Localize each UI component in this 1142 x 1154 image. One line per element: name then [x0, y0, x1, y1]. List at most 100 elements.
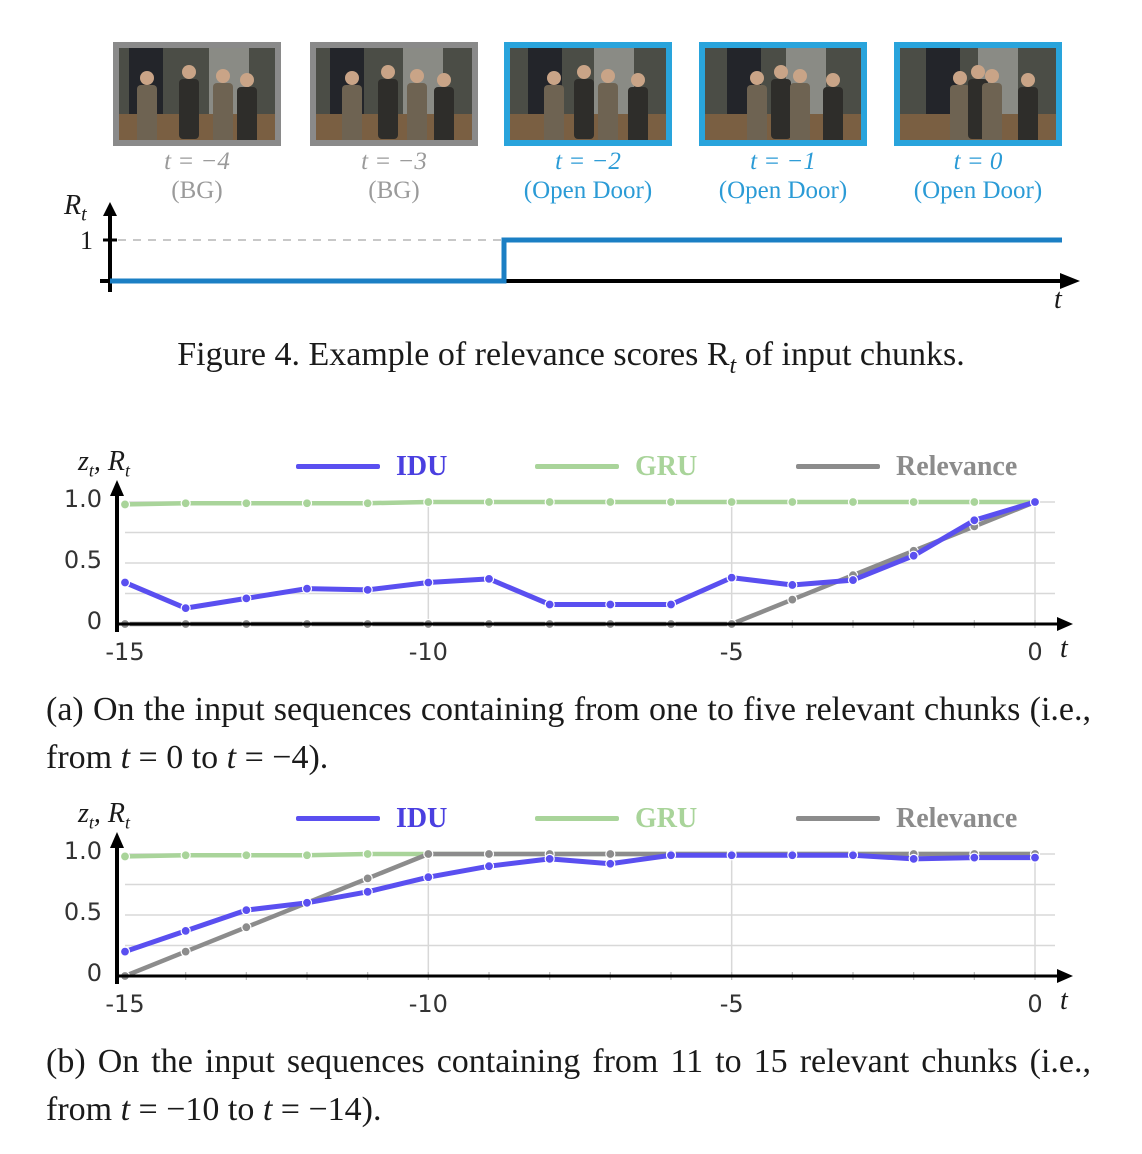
frame-time: t = −1	[750, 148, 816, 175]
frame-time-label-1: t = −3 (BG)	[294, 147, 494, 205]
legend-swatch	[296, 816, 380, 821]
caption-part: t	[262, 1091, 273, 1128]
point-relevance	[483, 848, 495, 860]
legend-swatch	[796, 816, 880, 821]
point-gru	[787, 496, 798, 508]
frame-time-label-4: t = 0 (Open Door)	[878, 147, 1078, 205]
point-idu	[180, 603, 191, 614]
point-idu	[241, 593, 252, 604]
caption-part: t	[120, 739, 131, 776]
point-idu	[362, 584, 373, 595]
point-idu	[847, 574, 859, 586]
legend-item-relevance: Relevance	[796, 803, 1116, 834]
frame-thumbnail	[316, 48, 472, 140]
point-gru	[301, 850, 313, 861]
point-idu	[787, 579, 798, 591]
point-idu	[362, 886, 373, 897]
fig4-x-axis-label: t	[1054, 284, 1062, 315]
point-idu	[423, 577, 434, 588]
y-tick-label: 1.0	[63, 485, 102, 513]
legend-item-gru: GRU	[535, 451, 855, 482]
point-gru	[726, 496, 737, 508]
frame-time-label-3: t = −1 (Open Door)	[683, 147, 883, 205]
legend-label: Relevance	[896, 803, 1018, 834]
caption-part: = −4).	[236, 739, 329, 776]
series-line-idu	[122, 852, 1038, 955]
legend-swatch	[796, 464, 880, 469]
point-idu	[544, 599, 555, 610]
x-axis-arrowhead	[1057, 617, 1073, 631]
point-idu	[544, 853, 555, 864]
point-idu	[180, 925, 191, 936]
point-idu	[483, 573, 495, 584]
y-axis-arrowhead	[110, 480, 124, 496]
caption-part: = 0 to	[130, 739, 227, 776]
legend-item-idu: IDU	[296, 451, 616, 482]
panel-b-x-axis-label: t	[1060, 985, 1068, 1016]
frame-time: t = −3	[361, 148, 427, 175]
point-gru	[241, 850, 252, 861]
point-gru	[180, 498, 191, 509]
frame-class: (Open Door)	[523, 177, 653, 204]
legend-swatch	[535, 464, 619, 469]
y-tick-label: 0.5	[63, 898, 102, 926]
panel-b-caption: (b) On the input sequences containing fr…	[46, 1038, 1091, 1134]
point-idu	[483, 861, 495, 872]
office-scene-image	[705, 48, 861, 140]
x-tick-label: -15	[105, 638, 145, 666]
legend-item-idu: IDU	[296, 803, 616, 834]
series-line-idu	[122, 499, 1038, 611]
point-idu	[969, 515, 980, 526]
legend-label: IDU	[396, 451, 448, 482]
point-gru	[969, 496, 980, 508]
frame-time: t = −4	[164, 148, 230, 175]
video-frame-4	[894, 42, 1062, 146]
caption-part: t	[120, 1091, 131, 1128]
office-scene-image	[316, 48, 472, 140]
point-gru	[362, 848, 373, 860]
x-tick-label: 0	[1027, 990, 1043, 1018]
x-tick-label: -5	[719, 990, 744, 1018]
office-scene-image	[119, 48, 275, 140]
point-gru	[847, 496, 859, 508]
x-axis-arrowhead	[1057, 969, 1073, 983]
office-scene-image	[510, 48, 666, 140]
frame-thumbnail	[900, 48, 1056, 140]
relevance-step-line	[110, 237, 1062, 284]
x-tick-label: -5	[719, 638, 744, 666]
point-relevance	[423, 848, 434, 860]
point-idu	[726, 850, 737, 861]
y-axis-arrowhead	[103, 202, 117, 216]
point-idu	[605, 858, 616, 869]
frame-time-label-0: t = −4 (BG)	[97, 147, 297, 205]
figure-4-caption: Figure 4. Example of relevance scores Rt…	[177, 336, 965, 379]
legend-item-gru: GRU	[535, 803, 855, 834]
point-idu	[119, 577, 131, 588]
point-idu	[119, 946, 131, 957]
office-scene-image	[900, 48, 1056, 140]
y-tick-label: 1.0	[63, 837, 102, 865]
point-idu	[423, 872, 434, 883]
frame-thumbnail	[510, 48, 666, 140]
legend-item-relevance: Relevance	[796, 451, 1116, 482]
video-frame-1	[310, 42, 478, 146]
video-frame-3	[699, 42, 867, 146]
frame-class: (Open Door)	[913, 177, 1043, 204]
point-gru	[301, 498, 313, 509]
point-gru	[241, 498, 252, 509]
point-idu	[726, 572, 737, 583]
point-gru	[119, 851, 131, 862]
frame-class: (BG)	[171, 177, 223, 204]
point-idu	[1029, 496, 1041, 508]
grid	[125, 850, 1055, 980]
legend-label: GRU	[635, 803, 698, 834]
frame-time: t = −2	[555, 148, 621, 175]
video-frame-2	[504, 42, 672, 146]
point-idu	[908, 853, 919, 864]
frame-class: (BG)	[368, 177, 420, 204]
point-idu	[301, 583, 313, 594]
y-axis-arrowhead	[110, 832, 124, 848]
point-relevance	[241, 922, 252, 933]
series-line-gru	[122, 499, 1038, 507]
